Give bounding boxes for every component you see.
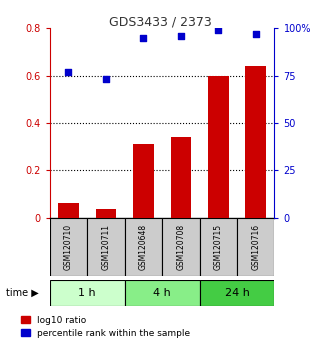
Legend: log10 ratio, percentile rank within the sample: log10 ratio, percentile rank within the … bbox=[21, 316, 190, 338]
Text: GSM120710: GSM120710 bbox=[64, 224, 73, 270]
FancyBboxPatch shape bbox=[50, 218, 87, 276]
Text: 1 h: 1 h bbox=[78, 288, 96, 298]
FancyBboxPatch shape bbox=[162, 218, 200, 276]
Point bbox=[141, 35, 146, 41]
Text: 24 h: 24 h bbox=[225, 288, 249, 298]
Point bbox=[216, 27, 221, 33]
Text: 4 h: 4 h bbox=[153, 288, 171, 298]
Point bbox=[178, 33, 183, 39]
Point bbox=[253, 31, 258, 37]
FancyBboxPatch shape bbox=[125, 280, 200, 306]
Bar bbox=[96, 209, 116, 218]
Text: GSM120716: GSM120716 bbox=[251, 224, 260, 270]
FancyBboxPatch shape bbox=[87, 218, 125, 276]
Bar bbox=[133, 144, 154, 218]
FancyBboxPatch shape bbox=[125, 218, 162, 276]
Bar bbox=[58, 203, 79, 218]
FancyBboxPatch shape bbox=[237, 218, 274, 276]
Text: time ▶: time ▶ bbox=[6, 288, 39, 298]
Text: GSM120711: GSM120711 bbox=[101, 224, 110, 270]
Text: GSM120708: GSM120708 bbox=[176, 224, 185, 270]
Text: GSM120648: GSM120648 bbox=[139, 224, 148, 270]
Text: GDS3433 / 2373: GDS3433 / 2373 bbox=[109, 16, 212, 29]
FancyBboxPatch shape bbox=[200, 280, 274, 306]
FancyBboxPatch shape bbox=[50, 280, 125, 306]
Point bbox=[66, 69, 71, 75]
Bar bbox=[170, 137, 191, 218]
Bar bbox=[208, 76, 229, 218]
Text: GSM120715: GSM120715 bbox=[214, 224, 223, 270]
Bar bbox=[246, 66, 266, 218]
Point bbox=[103, 76, 108, 82]
FancyBboxPatch shape bbox=[200, 218, 237, 276]
